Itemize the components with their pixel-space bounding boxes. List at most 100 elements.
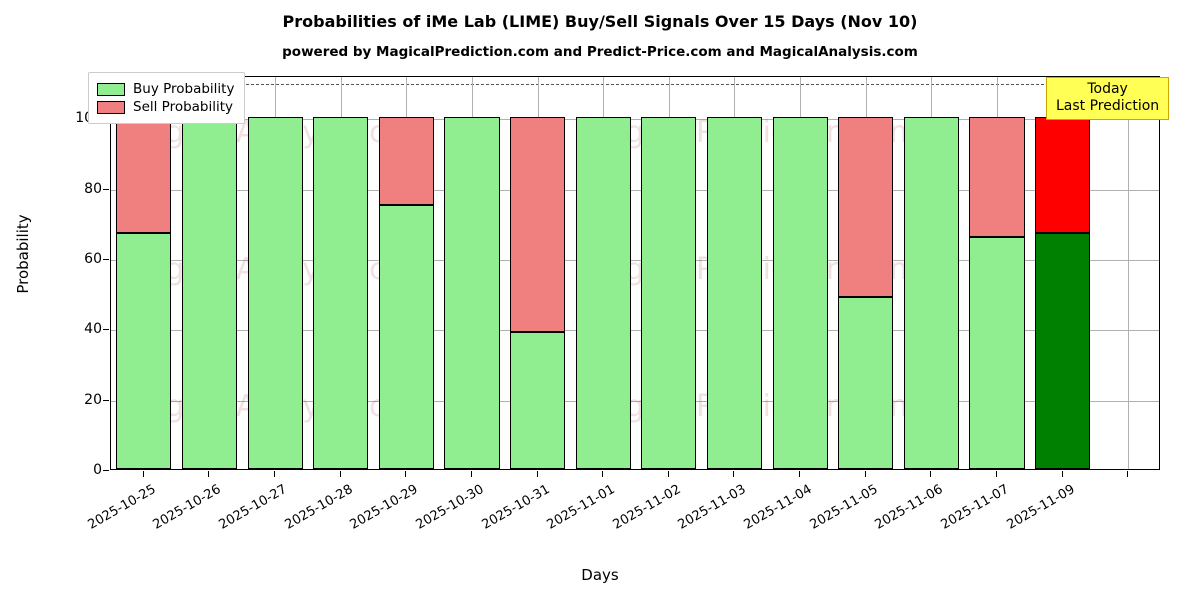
x-tick-label: 2025-10-29 — [347, 482, 421, 533]
legend-item-sell[interactable]: Sell Probability — [97, 99, 234, 115]
y-tick-mark — [103, 470, 109, 471]
bar-segment-sell[interactable] — [969, 117, 1025, 237]
bar-group[interactable] — [378, 77, 434, 469]
bar-segment-buy[interactable] — [510, 331, 566, 469]
x-tick-mark — [865, 471, 866, 477]
legend-label-sell: Sell Probability — [133, 99, 234, 115]
bar-group[interactable] — [510, 77, 566, 469]
x-tick-label: 2025-10-27 — [216, 482, 290, 533]
x-tick-mark — [996, 471, 997, 477]
y-tick-mark — [103, 329, 109, 331]
bar-segment-sell[interactable] — [838, 117, 894, 297]
x-tick-label: 2025-11-07 — [938, 482, 1012, 533]
bar-segment-buy[interactable] — [116, 233, 172, 469]
x-tick-label: 2025-11-02 — [610, 482, 684, 533]
bar-segment-buy[interactable] — [706, 117, 762, 469]
y-tick-label: 60 — [84, 250, 102, 267]
y-axis-label: Probability — [14, 214, 32, 294]
x-tick-mark — [799, 471, 800, 477]
bar-group[interactable] — [116, 77, 172, 469]
bar-segment-sell[interactable] — [1035, 117, 1091, 234]
x-tick-label: 2025-10-30 — [413, 482, 487, 533]
bar-group[interactable] — [181, 77, 237, 469]
gridline-vertical — [1128, 77, 1129, 469]
x-tick-label: 2025-11-05 — [807, 482, 881, 533]
bar-group[interactable] — [444, 77, 500, 469]
x-tick-label: 2025-10-28 — [282, 482, 356, 533]
chart-legend[interactable]: Buy Probability Sell Probability — [88, 72, 246, 124]
chart-subtitle: powered by MagicalPrediction.com and Pre… — [282, 44, 918, 60]
x-tick-mark — [471, 471, 472, 477]
bar-group[interactable] — [903, 77, 959, 469]
bar-segment-buy[interactable] — [247, 117, 303, 469]
reference-dashed-line — [111, 84, 1159, 86]
bar-segment-buy[interactable] — [378, 205, 434, 469]
x-axis-label: Days — [581, 566, 619, 584]
x-tick-mark — [930, 471, 931, 477]
legend-swatch-buy-icon — [97, 82, 125, 96]
y-tick-label: 40 — [84, 321, 102, 338]
plot-area: MagicalAnalysis.comMagicalPrediction.com… — [110, 76, 1160, 470]
y-tick-label: 80 — [84, 180, 102, 197]
x-tick-mark — [405, 471, 406, 477]
y-tick-label: 0 — [93, 462, 102, 478]
bar-group[interactable] — [706, 77, 762, 469]
bar-segment-buy[interactable] — [838, 296, 894, 469]
gridline-horizontal — [111, 259, 1159, 261]
bar-segment-sell[interactable] — [378, 117, 434, 206]
bar-segment-sell[interactable] — [510, 117, 566, 332]
x-tick-mark — [143, 471, 144, 477]
bar-segment-buy[interactable] — [903, 117, 959, 469]
gridline-horizontal — [111, 189, 1159, 191]
page-title: Probabilities of iMe Lab (LIME) Buy/Sell… — [282, 12, 918, 31]
bar-group[interactable] — [247, 77, 303, 469]
bar-segment-buy[interactable] — [772, 117, 828, 469]
bar-segment-buy[interactable] — [313, 117, 369, 469]
x-tick-label: 2025-11-03 — [675, 482, 749, 533]
legend-label-buy: Buy Probability — [133, 81, 235, 97]
legend-item-buy[interactable]: Buy Probability — [97, 81, 234, 97]
y-tick-mark — [103, 399, 109, 401]
x-tick-mark — [208, 471, 209, 477]
bar-segment-buy[interactable] — [969, 236, 1025, 469]
legend-swatch-sell-icon — [97, 100, 125, 114]
bar-group-today[interactable] — [1035, 77, 1091, 469]
x-tick-label: 2025-10-25 — [85, 482, 159, 533]
bar-segment-buy[interactable] — [1035, 233, 1091, 469]
x-tick-label: 2025-11-09 — [1004, 482, 1078, 533]
x-tick-label: 2025-10-31 — [479, 482, 553, 533]
bar-group[interactable] — [575, 77, 631, 469]
bar-group[interactable] — [772, 77, 828, 469]
x-tick-mark — [1127, 471, 1128, 477]
x-tick-label: 2025-11-01 — [544, 482, 618, 533]
gridline-horizontal — [111, 400, 1159, 402]
bar-group[interactable] — [838, 77, 894, 469]
bar-segment-buy[interactable] — [575, 117, 631, 469]
bar-segment-buy[interactable] — [181, 117, 237, 469]
bar-group[interactable] — [641, 77, 697, 469]
x-tick-label: 2025-11-06 — [872, 482, 946, 533]
bar-group[interactable] — [969, 77, 1025, 469]
gridline-horizontal — [111, 330, 1159, 332]
x-tick-label: 2025-10-26 — [150, 482, 224, 533]
y-tick-mark — [103, 188, 109, 190]
x-tick-mark — [1062, 471, 1063, 477]
bar-segment-buy[interactable] — [641, 117, 697, 469]
x-tick-label: 2025-11-04 — [741, 482, 815, 533]
x-tick-mark — [668, 471, 669, 477]
x-tick-mark — [340, 471, 341, 477]
x-tick-mark — [602, 471, 603, 477]
y-tick-label: 20 — [84, 391, 102, 408]
y-tick-mark — [103, 258, 109, 260]
gridline-horizontal — [111, 119, 1159, 121]
bar-group[interactable] — [313, 77, 369, 469]
today-annotation: Today Last Prediction — [1046, 77, 1170, 121]
today-annotation-line1: Today — [1087, 81, 1128, 97]
today-annotation-line2: Last Prediction — [1056, 98, 1160, 115]
bar-segment-sell[interactable] — [116, 117, 172, 234]
x-tick-mark — [733, 471, 734, 477]
x-tick-mark — [274, 471, 275, 477]
bar-segment-buy[interactable] — [444, 117, 500, 469]
x-tick-mark — [537, 471, 538, 477]
